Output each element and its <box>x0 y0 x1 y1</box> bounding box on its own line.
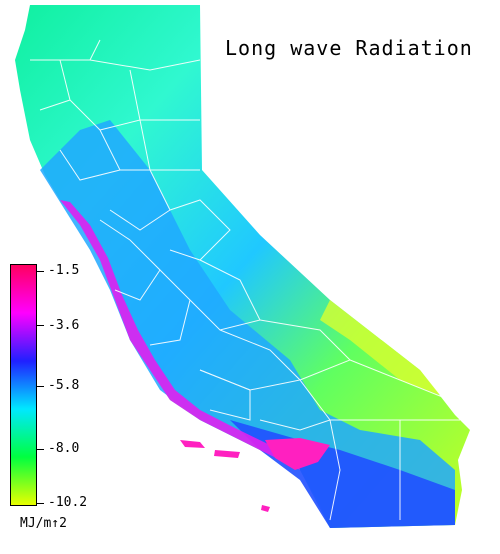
legend-tick <box>37 325 44 326</box>
la-hotspot <box>265 438 330 470</box>
legend-label: -10.2 <box>48 495 88 510</box>
coastal-fringe <box>60 200 300 470</box>
legend-tick <box>37 386 44 387</box>
coastal-band <box>40 120 455 528</box>
legend-tick <box>37 503 44 504</box>
legend-tick <box>37 271 44 272</box>
map-title: Long wave Radiation <box>225 36 473 60</box>
desert-yellow <box>320 300 440 395</box>
legend-label: -8.0 <box>48 441 80 456</box>
legend-tick <box>37 449 44 450</box>
channel-islands <box>180 440 270 512</box>
legend-label: -1.5 <box>48 263 80 278</box>
legend-label: -3.6 <box>48 318 80 333</box>
state-outline <box>15 5 470 528</box>
county-boundaries <box>30 39 460 521</box>
legend-units: MJ/m↑2 <box>20 516 67 531</box>
legend-label: -5.8 <box>48 378 80 393</box>
color-scale-bar <box>10 264 37 506</box>
